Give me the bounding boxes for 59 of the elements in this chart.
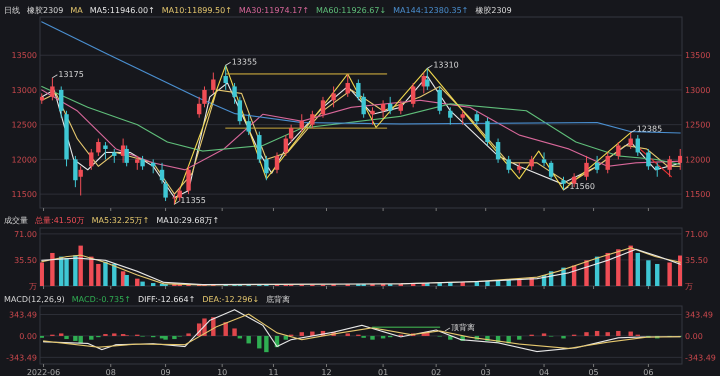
x-tick-label: 02	[431, 368, 442, 376]
x-tick-label: 04	[538, 368, 550, 376]
x-tick-label: 11	[268, 368, 279, 376]
x-tick-label: 03	[480, 368, 491, 376]
text: MA5:11946.00↑	[90, 6, 155, 15]
text: MA10:29.68万↑	[156, 216, 220, 225]
annotation: 顶背离	[451, 322, 476, 332]
y2-tick-label: 343.49	[685, 310, 713, 320]
text: MA10:11899.50↑	[162, 6, 232, 15]
text: MA5:32.25万↑	[92, 216, 150, 225]
y2-tick-label: 35.50	[685, 256, 708, 265]
annotation: 13310	[433, 60, 459, 70]
y2-tick-label: 万	[685, 282, 693, 291]
series-label: DEA:-12.296↓	[202, 295, 260, 304]
y-tick-label: 71.00	[14, 230, 37, 239]
annotation: 11560	[570, 182, 595, 191]
x-tick-label: 05	[588, 368, 599, 376]
y-tick-label: 13000	[12, 86, 37, 95]
y2-tick-label: -343.49	[685, 353, 716, 362]
annotation: 13175	[58, 70, 84, 79]
chart-subtitle: 橡胶2309	[27, 6, 64, 15]
x-tick-label: 08	[106, 368, 116, 376]
y-tick-label: 12500	[12, 120, 37, 130]
text: MA60:11926.67↓	[316, 6, 386, 15]
text: MA144:12380.35↑	[393, 6, 468, 15]
y2-tick-label: 12500	[685, 120, 710, 130]
y2-tick-label: 11500	[685, 190, 710, 200]
x-tick-label: 10	[217, 368, 228, 376]
text: 底背离	[266, 295, 290, 304]
y2-tick-label: 13500	[685, 51, 710, 60]
x-tick-label: 12	[321, 368, 332, 376]
y-tick-label: 12000	[12, 155, 37, 164]
text: 总量:41.50万	[34, 216, 85, 225]
y-tick-label: 0.00	[19, 332, 37, 341]
annotation: 13355	[232, 57, 258, 66]
y-tick-label: 11500	[12, 190, 37, 200]
x-tick-label: 2022-06	[26, 368, 60, 376]
y-tick-label: -343.49	[6, 353, 37, 362]
y-tick-label: 万	[29, 282, 37, 291]
chart-title: 日线	[4, 6, 20, 15]
text: MA30:11974.17↑	[238, 6, 310, 15]
chart-title: MACD(12,26,9)	[4, 295, 65, 304]
x-tick-label: 06	[643, 368, 654, 376]
y2-tick-label: 71.00	[685, 230, 708, 239]
annotation: 12385	[636, 124, 662, 134]
y2-tick-label: 0.00	[685, 332, 703, 341]
text: 橡胶2309	[475, 6, 512, 15]
y-tick-label: 13500	[12, 51, 37, 60]
legend-title: MA	[70, 6, 84, 15]
text: DIFF:-12.664↑	[138, 295, 196, 304]
chart-title: 成交量	[4, 216, 28, 225]
annotation: 11355	[180, 196, 206, 206]
y-tick-label: 35.50	[14, 256, 37, 265]
x-tick-label: 09	[160, 368, 171, 376]
y2-tick-label: 12000	[685, 155, 710, 164]
x-tick-label: 01	[378, 368, 388, 376]
y-tick-label: 343.49	[9, 310, 37, 320]
y2-tick-label: 13000	[685, 86, 710, 95]
text: MACD:-0.735↑	[72, 295, 131, 304]
